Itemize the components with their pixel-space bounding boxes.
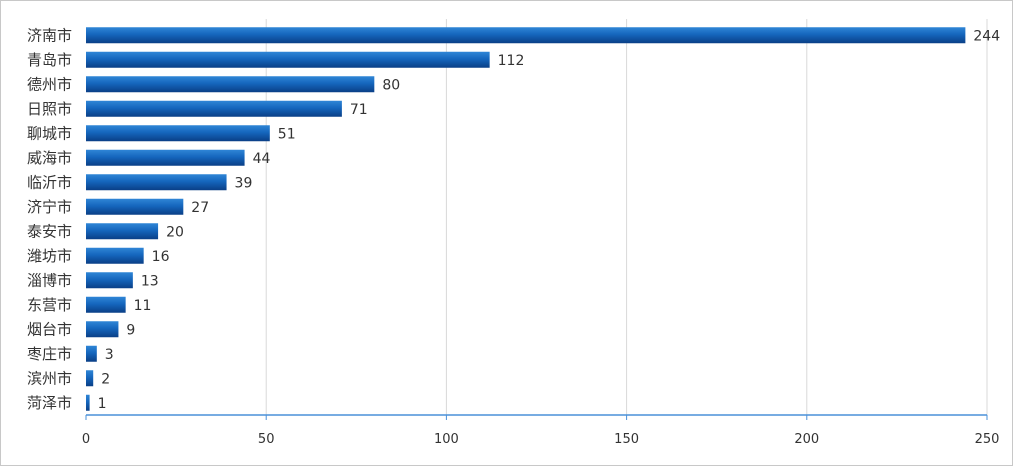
value-label: 16 — [152, 249, 170, 265]
x-tick-label: 250 — [975, 432, 1000, 447]
value-label: 112 — [498, 53, 525, 69]
value-label: 9 — [126, 322, 135, 338]
x-tick-label: 50 — [258, 432, 275, 447]
category-label: 临沂市 — [27, 173, 72, 191]
category-label: 济南市 — [27, 26, 72, 44]
category-label: 日照市 — [27, 100, 72, 118]
bar — [86, 370, 94, 387]
bar — [86, 345, 97, 362]
category-label: 潍坊市 — [27, 247, 72, 265]
category-label: 威海市 — [27, 149, 72, 167]
bar — [86, 272, 133, 289]
bar — [86, 149, 245, 166]
category-label: 枣庄市 — [27, 345, 72, 363]
value-label: 80 — [382, 77, 400, 93]
value-label: 27 — [191, 200, 209, 216]
bar — [86, 100, 342, 117]
value-label: 1 — [98, 396, 107, 412]
value-label: 244 — [973, 28, 1000, 44]
value-label: 20 — [166, 224, 184, 240]
x-tick-label: 150 — [614, 432, 639, 447]
bar — [86, 223, 159, 240]
category-label: 青岛市 — [27, 51, 72, 69]
bar — [86, 247, 144, 264]
x-axis — [85, 414, 988, 420]
x-tick-label: 0 — [82, 432, 90, 447]
gridlines — [265, 19, 988, 415]
category-label: 聊城市 — [27, 124, 72, 142]
x-tick-label: 100 — [434, 432, 459, 447]
bars — [86, 27, 966, 411]
x-tick-label: 200 — [794, 432, 819, 447]
category-label: 济宁市 — [27, 198, 72, 216]
bar — [86, 198, 184, 215]
category-label: 东营市 — [27, 296, 72, 314]
bar — [86, 27, 966, 44]
value-label: 2 — [101, 371, 110, 387]
bar — [86, 394, 90, 411]
category-label: 德州市 — [27, 75, 72, 93]
category-label: 泰安市 — [27, 222, 72, 240]
value-label: 71 — [350, 102, 368, 118]
bar — [86, 76, 375, 93]
bar — [86, 321, 119, 338]
bar — [86, 51, 490, 68]
category-label: 滨州市 — [27, 369, 72, 387]
value-label: 3 — [105, 347, 114, 363]
value-label: 11 — [134, 298, 152, 314]
value-label: 39 — [235, 175, 253, 191]
bar — [86, 125, 270, 142]
bar — [86, 296, 126, 313]
value-label: 44 — [253, 151, 271, 167]
category-label: 烟台市 — [27, 320, 72, 338]
bar — [86, 174, 227, 191]
category-label: 菏泽市 — [27, 394, 72, 412]
value-label: 13 — [141, 273, 159, 289]
category-label: 淄博市 — [27, 271, 72, 289]
value-label: 51 — [278, 126, 296, 142]
